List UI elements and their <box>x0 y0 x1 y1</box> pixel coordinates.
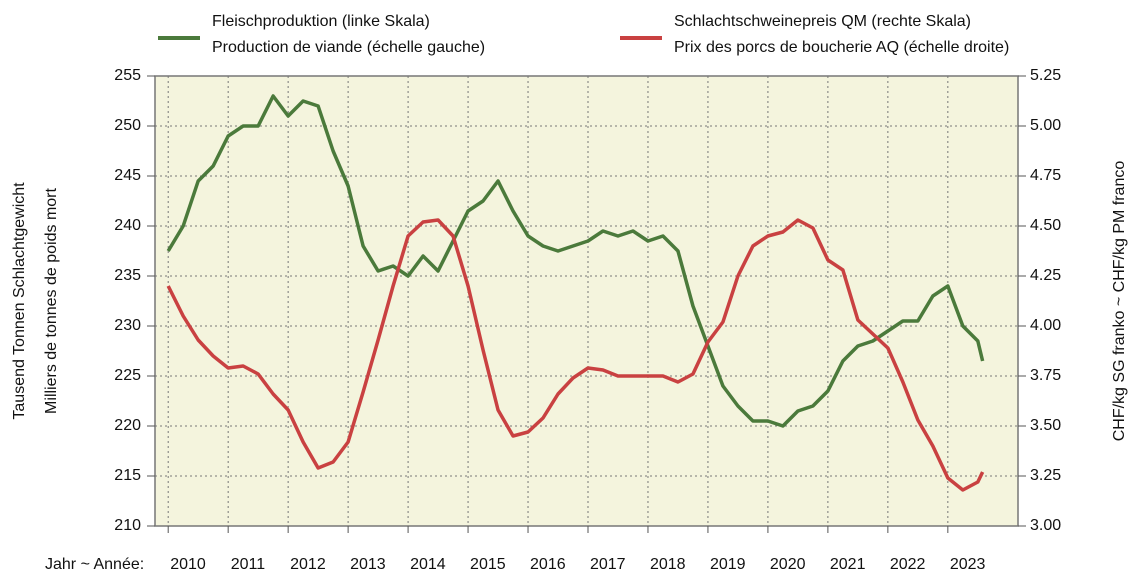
y-tick-label: 235 <box>114 267 141 284</box>
x-tick-label: 2020 <box>770 556 806 573</box>
y2-axis-label: CHF/kg SG franko ~ CHF/kg PM franco <box>1111 161 1128 442</box>
y-tick-label: 225 <box>114 367 141 384</box>
legend-label: Fleischproduktion (linke Skala) <box>212 13 430 30</box>
x-tick-label: 2015 <box>470 556 506 573</box>
x-tick-label: 2012 <box>290 556 326 573</box>
x-tick-label: 2011 <box>231 556 266 573</box>
y-tick-label: 210 <box>114 517 141 534</box>
y-tick-label: 215 <box>114 467 141 484</box>
y-tick-label: 230 <box>114 317 141 334</box>
y2-tick-label: 4.25 <box>1030 267 1061 284</box>
y2-tick-label: 5.25 <box>1030 67 1061 84</box>
y-axis-label: Milliers de tonnes de poids mort <box>43 188 60 414</box>
y-tick-label: 255 <box>114 67 141 84</box>
y-tick-label: 240 <box>114 217 141 234</box>
x-tick-label: 2010 <box>170 556 206 573</box>
y-tick-label: 220 <box>114 417 141 434</box>
y2-tick-label: 3.75 <box>1030 367 1061 384</box>
x-tick-label: 2018 <box>650 556 686 573</box>
x-tick-label: 2021 <box>830 556 866 573</box>
y2-tick-label: 3.25 <box>1030 467 1061 484</box>
x-tick-label: 2016 <box>530 556 566 573</box>
x-tick-label: 2017 <box>590 556 626 573</box>
x-tick-label: 2014 <box>410 556 446 573</box>
x-tick-label: 2023 <box>950 556 986 573</box>
y-tick-label: 250 <box>114 117 141 134</box>
legend-label: Schlachtschweinepreis QM (rechte Skala) <box>674 13 971 30</box>
y2-tick-label: 4.75 <box>1030 167 1061 184</box>
x-tick-label: 2022 <box>890 556 926 573</box>
y2-tick-label: 4.50 <box>1030 217 1061 234</box>
line-series <box>166 94 985 428</box>
plot-area <box>154 75 1019 527</box>
y2-tick-label: 3.50 <box>1030 417 1061 434</box>
y2-tick-label: 4.00 <box>1030 317 1061 334</box>
x-axis-label: Jahr ~ Année: <box>45 556 144 573</box>
y2-tick-label: 5.00 <box>1030 117 1061 134</box>
x-tick-label: 2019 <box>710 556 746 573</box>
legend-label: Prix des porcs de boucherie AQ (échelle … <box>674 39 1009 56</box>
y-tick-label: 245 <box>114 167 141 184</box>
y-axis-label: Tausend Tonnen Schlachtgewicht <box>11 182 28 420</box>
y2-tick-label: 3.00 <box>1030 517 1061 534</box>
legend-label: Production de viande (échelle gauche) <box>212 39 485 56</box>
line-series <box>166 218 985 492</box>
x-tick-label: 2013 <box>350 556 386 573</box>
